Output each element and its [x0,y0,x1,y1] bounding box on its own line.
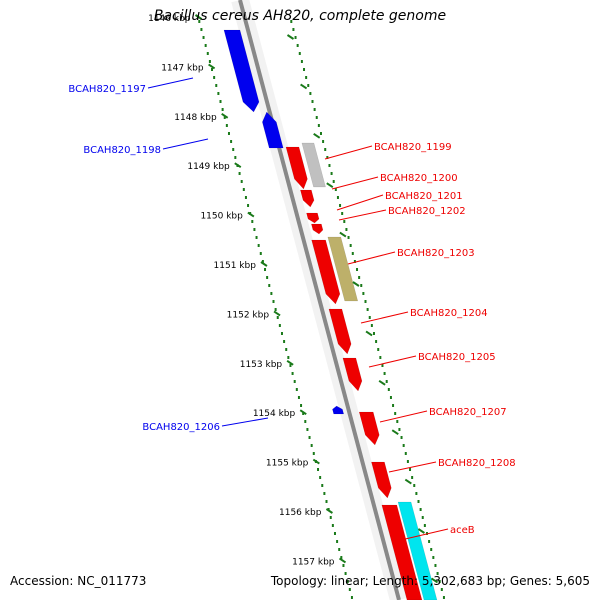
right-gene-label: BCAH820_1208 [438,458,516,469]
gene-features [223,29,438,601]
right-leader-line [368,355,417,368]
olive-feature [327,236,359,302]
ruler-major-tick-right [300,83,308,90]
right-gene-label: BCAH820_1203 [397,248,475,259]
ruler-label: 1150 kbp [200,212,243,222]
ruler-major-tick [208,63,216,70]
right-leader-line [379,410,428,423]
BCAH820_1205-arrow [342,357,363,392]
accession-text: Accession: NC_011773 [10,574,147,588]
ruler-major-tick-right [417,528,425,534]
ruler-label: 1155 kbp [266,459,309,469]
right-gene-label: BCAH820_1205 [418,352,496,363]
right-leader-line [360,311,409,324]
right-gene-label: BCAH820_1204 [410,308,488,319]
right-gene-label: aceB [450,525,475,536]
ruler-major-tick [338,557,347,564]
BCAH820_1206-arrow [332,405,345,415]
ruler-major-tick [247,211,255,218]
ruler-dotted-lines [198,20,445,599]
ruler-label: 1146 kbp [148,14,191,24]
ruler-major-tick-right [352,281,360,287]
ruler-major-tick-right [378,379,386,386]
genome-backbone [231,0,408,603]
label-leader-lines [147,77,449,541]
backbone-line [238,0,401,601]
ruler-label: 1156 kbp [279,508,322,518]
BCAH820_1200-arrow [300,189,315,208]
BCAH820_1203-arrow [311,239,341,305]
left-gene-label: BCAH820_1197 [68,84,146,95]
ruler-label: 1151 kbp [214,261,257,271]
map-title: Bacillus cereus AH820, complete genome [153,8,447,24]
ruler-major-tick [299,409,307,416]
left-gene-label: BCAH820_1206 [142,422,220,433]
BCAH820_1201-arrow [306,212,320,224]
ruler-major-tick-right [404,478,412,485]
BCAH820_1197-arrow [223,29,260,113]
right-leader-line [336,194,384,211]
gene-labels: BCAH820_1197 BCAH820_1198 BCAH820_1206 BCAH… [68,84,515,536]
BCAH820_1199-arrow [285,146,308,190]
ruler-major-tick [194,14,203,20]
BCAH820_1207-arrow [358,411,380,446]
ruler-major-tick-right [365,330,373,337]
grey-feature [301,142,326,188]
ruler-label: 1147 kbp [161,63,204,73]
right-gene-label: BCAH820_1201 [385,191,463,202]
right-leader-line [338,209,387,221]
ruler-major-tick [234,162,242,169]
right-leader-line [347,251,396,265]
BCAH820_1198-arrow [262,111,284,149]
ruler-label: 1157 kbp [292,557,335,567]
ruler-major-tick [286,359,294,366]
right-leader-line [388,461,437,473]
right-gene-label: BCAH820_1199 [374,142,452,153]
left-leader-line [147,77,194,89]
ruler-major-tick [312,458,320,465]
ruler-label: 1154 kbp [253,409,296,419]
ruler-major-tick-right [391,429,399,436]
ruler-major-tick-right [326,182,334,189]
ruler-major-tick-right [339,231,347,238]
left-leader-line [221,417,269,427]
ruler-tick-labels: 1146 kbp 1147 kbp 1148 kbp 1149 kbp 1150 kbp… [148,14,439,584]
ruler-major-tick [260,261,268,267]
right-leader-line [400,528,449,541]
BCAH820_1202-arrow [311,223,324,235]
right-gene-label: BCAH820_1207 [429,407,507,418]
ruler-major-tick [221,112,229,119]
right-gene-label: BCAH820_1200 [380,173,458,184]
ruler-major-tick [273,310,281,317]
ruler-label: 1153 kbp [240,360,283,370]
BCAH820_1204-arrow [328,308,352,355]
right-leader-line [331,176,379,190]
ruler-major-tick-right [286,34,295,40]
ruler-label: 1148 kbp [174,113,217,123]
left-gene-label: BCAH820_1198 [83,145,161,156]
ruler-major-tick-right [313,132,321,139]
topology-summary: Topology: linear; Length: 5,302,683 bp; … [270,574,590,588]
left-leader-line [162,138,209,150]
ruler-label: 1149 kbp [187,162,230,172]
BCAH820_1208-arrow [371,461,392,499]
right-leader-line [324,145,373,160]
right-gene-label: BCAH820_1202 [388,206,466,217]
ruler-major-tick-right [430,577,439,584]
ruler-label: 1152 kbp [227,310,270,320]
ruler-major-tick [325,508,333,514]
